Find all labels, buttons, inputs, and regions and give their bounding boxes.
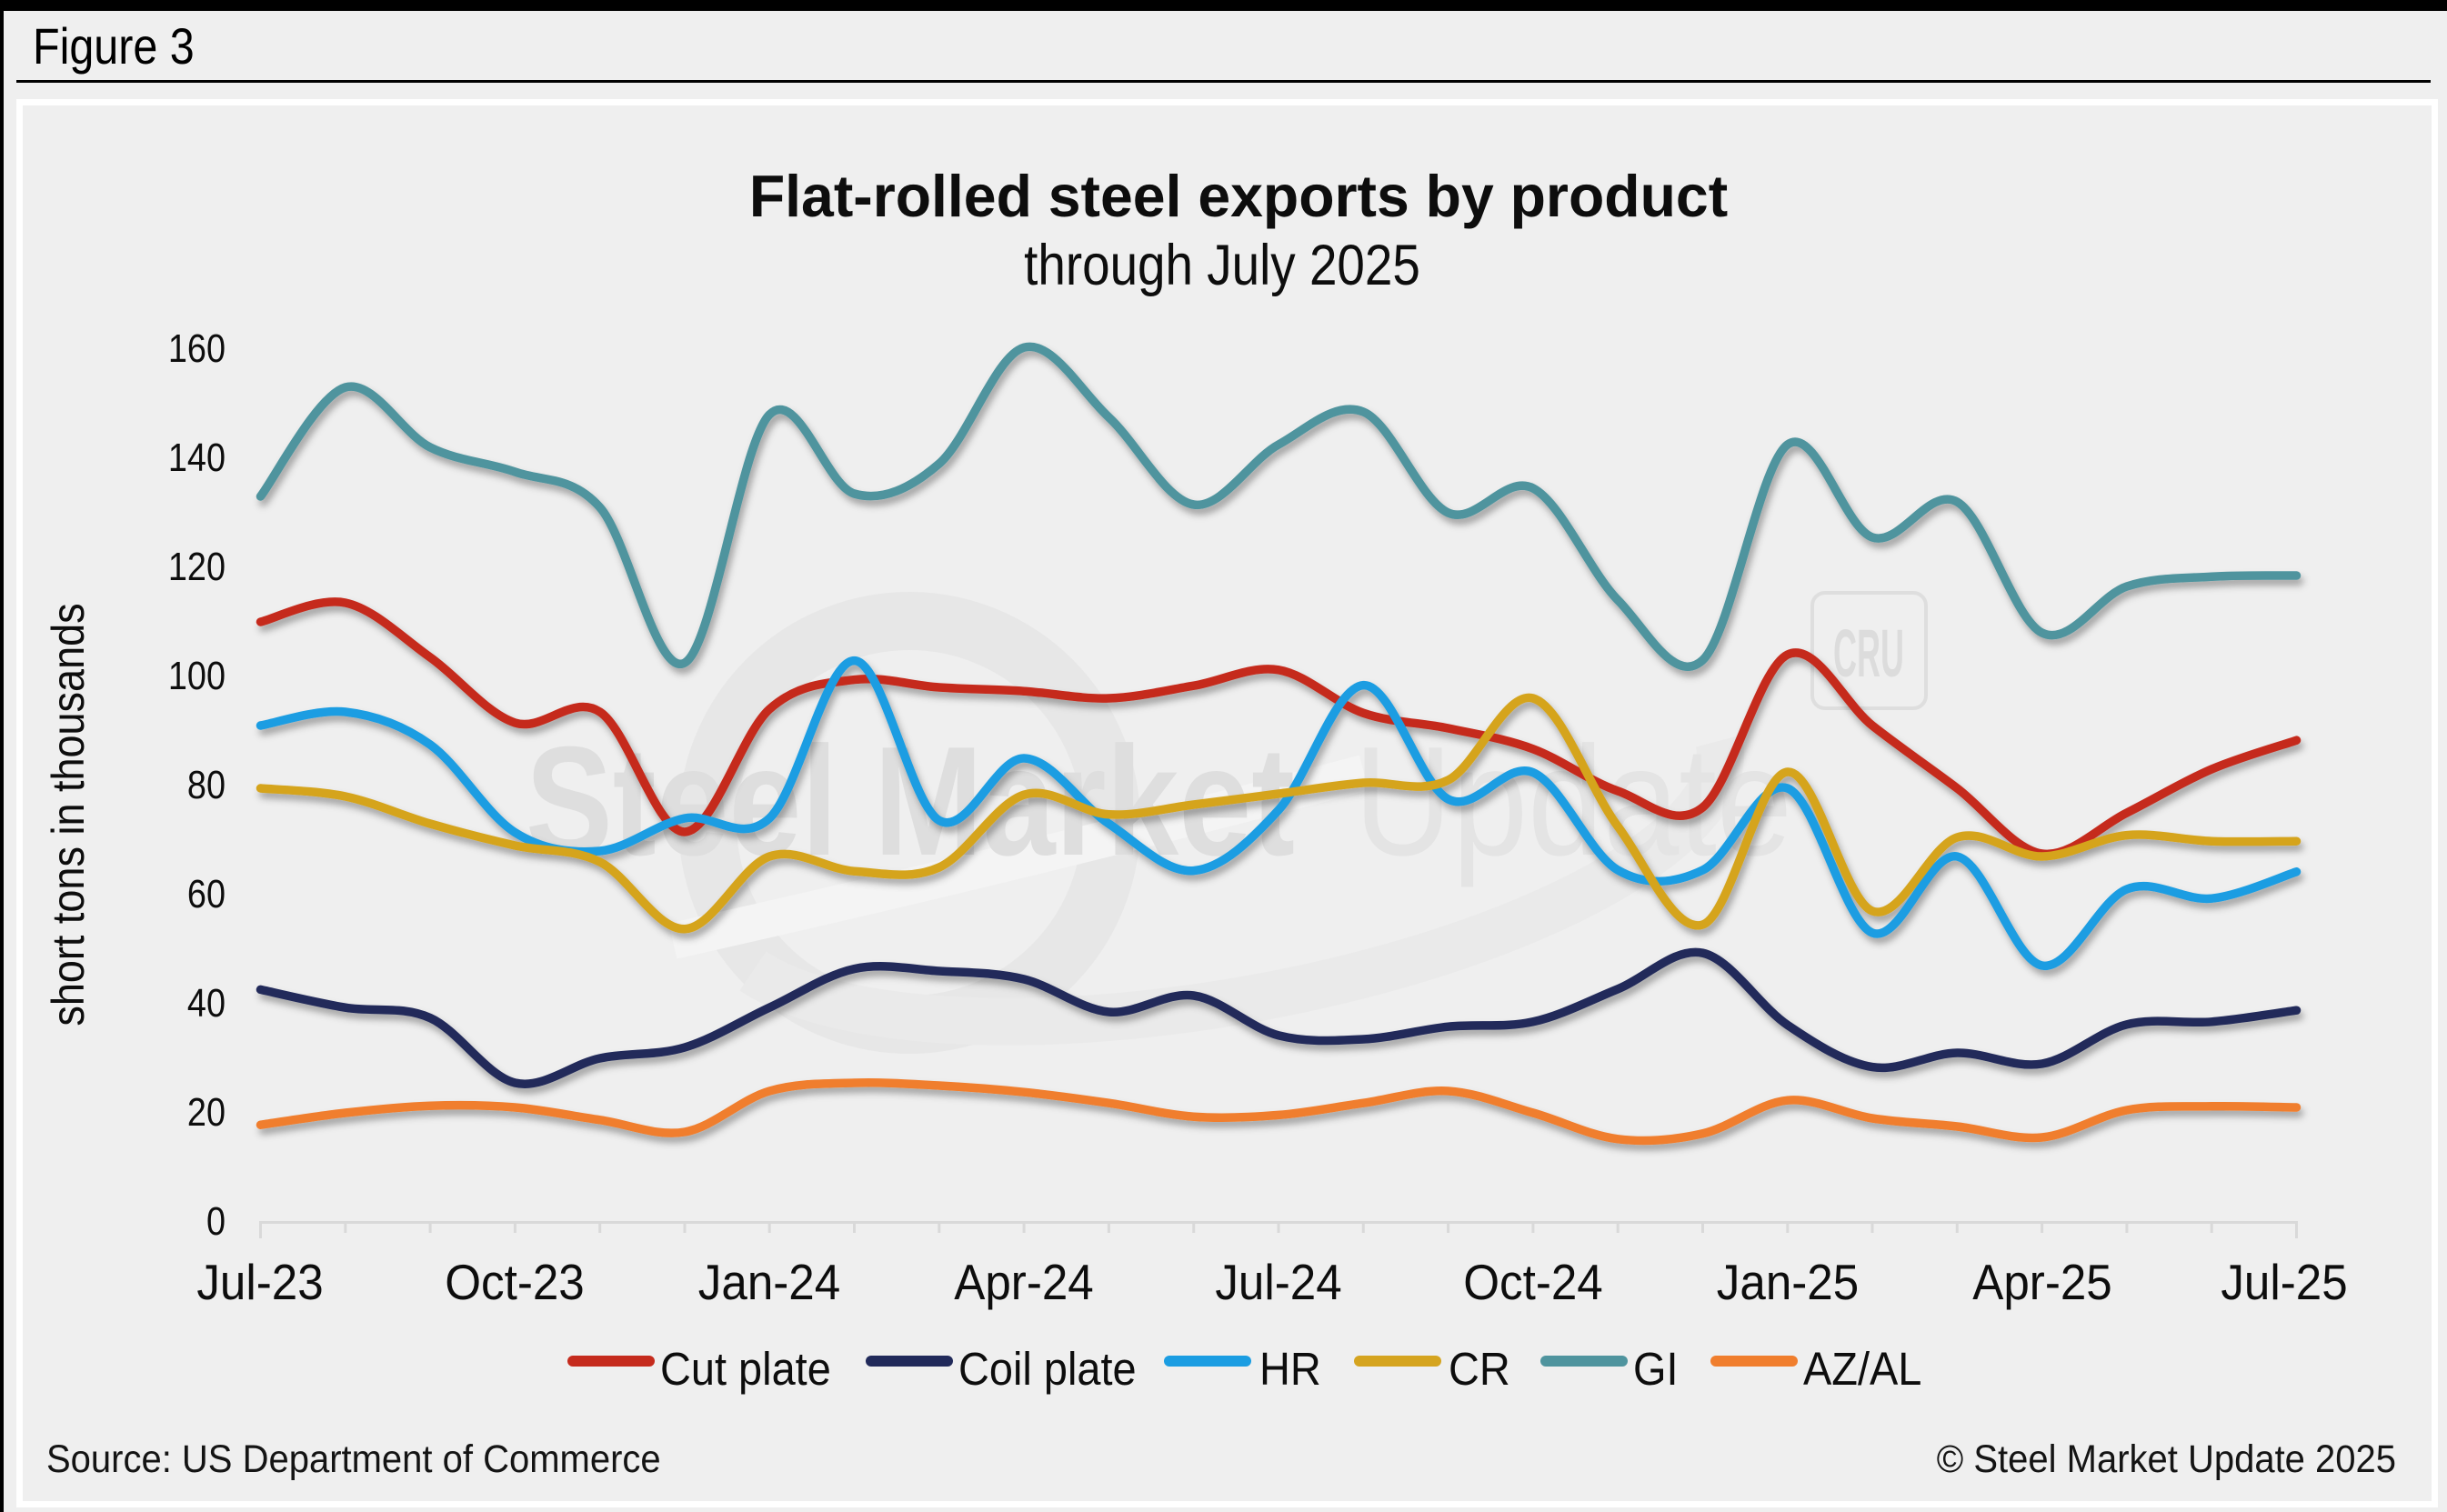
svg-text:CRU: CRU: [1833, 616, 1904, 691]
svg-text:Steel Market: Steel Market: [526, 715, 1295, 888]
